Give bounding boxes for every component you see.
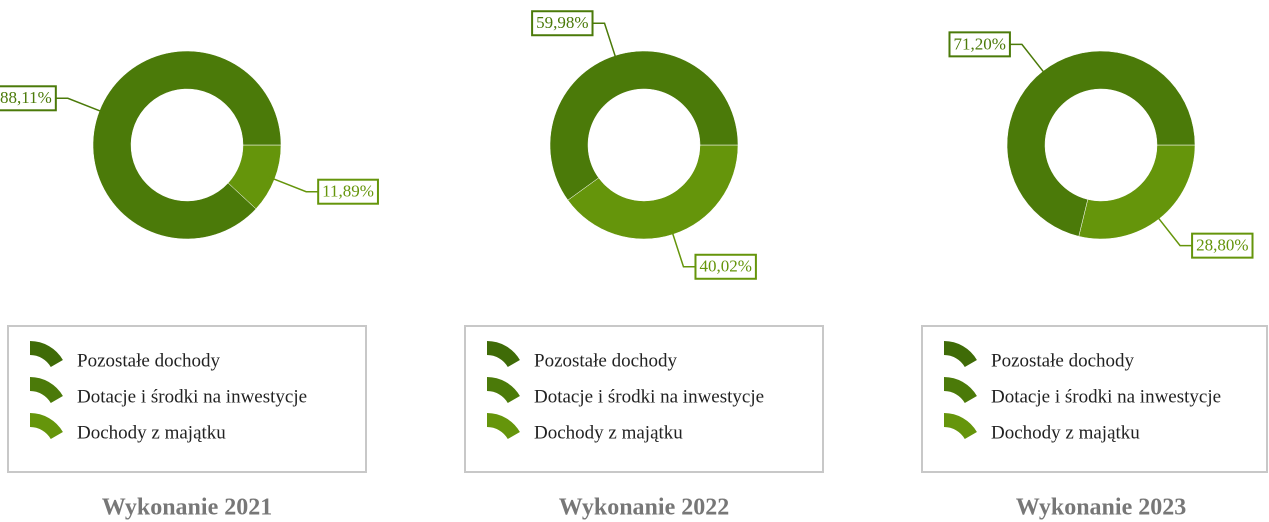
chart-title: Wykonanie 2023 [1016, 495, 1186, 521]
donut-slice [1006, 50, 1196, 237]
donut-slice [567, 144, 739, 240]
data-label-box [0, 85, 57, 112]
leader-line [55, 97, 106, 114]
data-label: 11,89% [322, 182, 374, 201]
data-label-box [317, 178, 379, 205]
leader-line [1009, 43, 1048, 77]
leader-line [592, 22, 618, 62]
legend-label: Pozostałe dochody [991, 350, 1135, 371]
legend-label: Dochody z majątku [77, 422, 226, 443]
data-label-box [531, 10, 594, 37]
data-label-box [1191, 232, 1254, 259]
data-label: 40,02% [699, 257, 751, 276]
legend-label: Dotacje i środki na inwestycje [77, 386, 307, 407]
legend-label: Pozostałe dochody [534, 350, 678, 371]
chart-title: Wykonanie 2021 [102, 495, 272, 521]
donut-slice [1078, 144, 1196, 240]
legend-icon [30, 377, 63, 403]
legend-icon [30, 413, 63, 439]
legend-icon [30, 341, 63, 367]
legend-icon [944, 377, 977, 403]
legend-box [464, 325, 824, 473]
donut-slice [92, 50, 282, 240]
legend-icon [944, 341, 977, 367]
data-label: 88,11% [0, 88, 52, 107]
data-label: 28,80% [1196, 236, 1248, 255]
chart-title: Wykonanie 2022 [559, 495, 729, 521]
data-label-box [694, 253, 757, 280]
legend-box [7, 325, 367, 473]
legend-label: Dotacje i środki na inwestycje [991, 386, 1221, 407]
legend-label: Pozostałe dochody [77, 350, 221, 371]
legend-box [921, 325, 1268, 473]
legend-icon [487, 377, 520, 403]
data-label: 59,98% [536, 13, 588, 32]
legend-label: Dotacje i środki na inwestycje [534, 386, 764, 407]
legend-icon [944, 413, 977, 439]
legend-icon [487, 413, 520, 439]
leader-line [1154, 213, 1193, 247]
leader-line [268, 176, 319, 193]
legend-label: Dochody z majątku [991, 422, 1140, 443]
data-label-box [948, 31, 1011, 58]
legend-label: Dochody z majątku [534, 422, 683, 443]
legend-icon [487, 341, 520, 367]
data-label: 71,20% [953, 34, 1005, 53]
leader-line [670, 228, 696, 268]
donut-slice [549, 50, 739, 201]
